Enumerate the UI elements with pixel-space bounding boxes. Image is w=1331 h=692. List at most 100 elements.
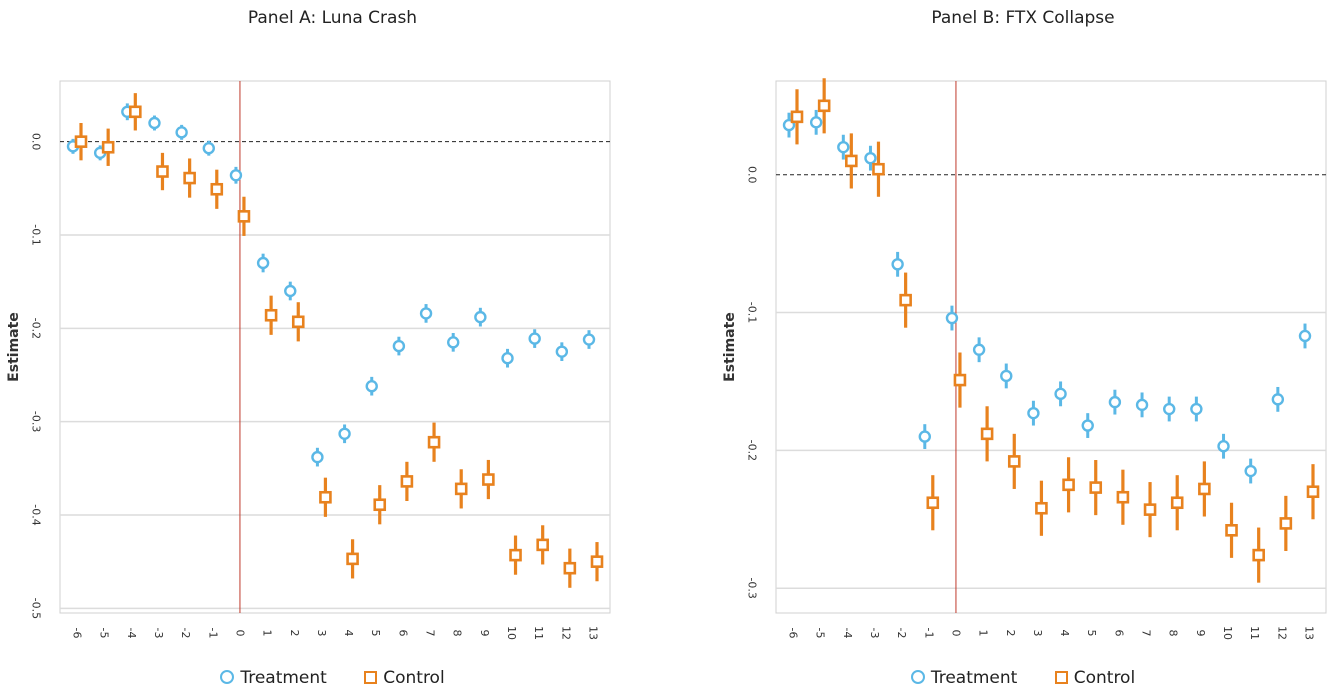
chart0-treatment-point	[474, 310, 487, 324]
chart0-plot-frame	[59, 80, 611, 614]
chart0-treatment-point	[229, 169, 243, 182]
chart1-x-tick-label: 4	[1058, 630, 1071, 637]
chart0-x-tick-label: -3	[152, 628, 165, 639]
chart1-treatment-point	[837, 140, 850, 154]
chart0-control-point	[210, 182, 224, 196]
chart0-y-tick-label: -0.4	[30, 504, 43, 525]
chart0-control-point	[183, 171, 196, 185]
chart1-y-tick-label: 0.0	[746, 166, 759, 184]
legend-circle-marker-icon	[220, 670, 235, 684]
legend-treatment-label: Treatment	[930, 668, 1018, 688]
chart0-control-point	[482, 473, 495, 486]
chart1-x-tick-label: 1	[977, 630, 990, 637]
chart1-treatment-point	[918, 430, 931, 443]
chart1-treatment-point	[1054, 387, 1067, 401]
chart0-treatment-point	[202, 141, 215, 155]
chart0-control-point	[509, 548, 522, 562]
chart1-treatment-point	[864, 151, 877, 165]
chart1-treatment-point	[1027, 406, 1040, 420]
chart1-y-tick-label: -0.3	[746, 577, 759, 598]
chart0-x-tick-label: 8	[451, 630, 464, 637]
chart1-control-point	[790, 110, 804, 124]
chart0-x-tick-label: -5	[98, 628, 111, 639]
chart0-x-tick-label: 7	[424, 630, 437, 637]
chart1-x-tick-label: 13	[1303, 626, 1316, 640]
chart1-control-point	[1252, 548, 1265, 562]
chart1-x-tick-label: -2	[895, 628, 908, 639]
chart0-x-tick-label: 9	[478, 630, 491, 637]
chart0-control-point	[291, 315, 305, 329]
chart1-x-tick-label: 2	[1004, 630, 1017, 637]
chart0-x-tick-label: 3	[315, 630, 328, 637]
chart0-y-tick-label: -0.1	[30, 224, 43, 245]
chart0-treatment-point	[365, 380, 378, 393]
chart0-treatment-point	[311, 450, 324, 464]
chart0-treatment-point	[338, 427, 351, 440]
chart1-treatment-point	[1163, 402, 1176, 416]
chart1-control-point	[1170, 496, 1184, 510]
chart1-control-point	[980, 427, 994, 441]
chart1-control-point	[1007, 455, 1021, 468]
chart1-x-tick-label: 5	[1085, 630, 1098, 637]
chart1-control-point	[926, 496, 940, 510]
chart1-control-point	[1198, 482, 1211, 496]
chart0-x-tick-label: 0	[233, 630, 246, 637]
chart1-x-tick-label: 11	[1248, 626, 1261, 640]
chart1-treatment-point	[1000, 369, 1013, 383]
chart0-treatment-point	[447, 336, 460, 349]
chart0-y-tick-label: -0.3	[30, 411, 43, 432]
chart0-treatment-point	[528, 332, 541, 345]
chart1-x-tick-label: 9	[1194, 630, 1207, 637]
chart1-control-point	[953, 373, 967, 387]
legend-control-label: Control	[1073, 668, 1136, 688]
chart0-y-tick-label: 0.0	[30, 133, 43, 151]
chart1-treatment-point	[891, 258, 904, 271]
legend-square-marker-icon	[1054, 671, 1068, 684]
chart0-x-tick-label: 13	[587, 626, 600, 640]
chart0-control-point	[427, 435, 441, 449]
chart1-control-point	[817, 99, 831, 113]
chart1-x-tick-label: 6	[1112, 630, 1125, 637]
chart1-x-tick-label: -1	[922, 628, 935, 639]
chart0-control-point	[264, 308, 278, 322]
chart1-control-point	[1306, 485, 1320, 499]
chart0-x-tick-label: -2	[179, 628, 192, 639]
chart0-control-point	[319, 490, 332, 504]
chart0-treatment-point	[582, 333, 596, 346]
chart1-control-point	[1062, 478, 1075, 492]
chart0-y-tick-label: -0.5	[30, 598, 43, 619]
chart1-treatment-point	[1135, 398, 1149, 412]
chart0-treatment-point	[555, 345, 569, 358]
legend-treatment: Treatment	[910, 668, 1018, 688]
chart0-x-tick-label: 5	[369, 630, 382, 637]
chart1-treatment-point	[1081, 419, 1094, 432]
chart1-treatment-point	[1108, 395, 1122, 409]
chart0-x-tick-label: 11	[532, 626, 545, 640]
chart1-control-point	[1089, 481, 1103, 494]
chart1-treatment-point	[809, 116, 823, 129]
legend-control: Control	[364, 668, 445, 688]
chart0-control-point	[454, 482, 468, 496]
chart1-control-point	[1116, 490, 1130, 504]
chart0-control-point	[346, 552, 359, 566]
legend-control-label: Control	[383, 668, 445, 688]
chart1-x-tick-label: 12	[1275, 626, 1288, 640]
chart0-x-tick-label: -4	[125, 628, 138, 639]
chart1-y-tick-label: -0.1	[746, 302, 759, 323]
chart1-control-point	[1143, 503, 1157, 516]
chart1-plot-frame	[775, 80, 1327, 614]
chart1-control-point	[1225, 524, 1238, 537]
chart0-x-tick-label: 6	[396, 630, 409, 637]
chart1-treatment-point	[1244, 464, 1257, 478]
panel-b-title: Panel B: FTX Collapse	[931, 8, 1115, 28]
chart1-x-tick-label: 10	[1221, 626, 1234, 640]
panel-b-chart: 0.0-0.1-0.2-0.3-6 -5 -4 -3 -2 -1 0 1 2 3 4 5 6 7 8 9 10 1…	[722, 78, 1327, 640]
chart0-treatment-point	[148, 116, 161, 130]
chart1-y-tick-label: -0.2	[746, 440, 759, 461]
chart0-control-point	[373, 498, 387, 512]
legend-treatment: Treatment	[220, 668, 327, 688]
chart1-x-tick-label: -3	[868, 628, 881, 639]
chart1-treatment-point	[1271, 393, 1285, 406]
panel-a-title: Panel A: Luna Crash	[247, 8, 418, 28]
chart1-treatment-point	[972, 343, 986, 356]
